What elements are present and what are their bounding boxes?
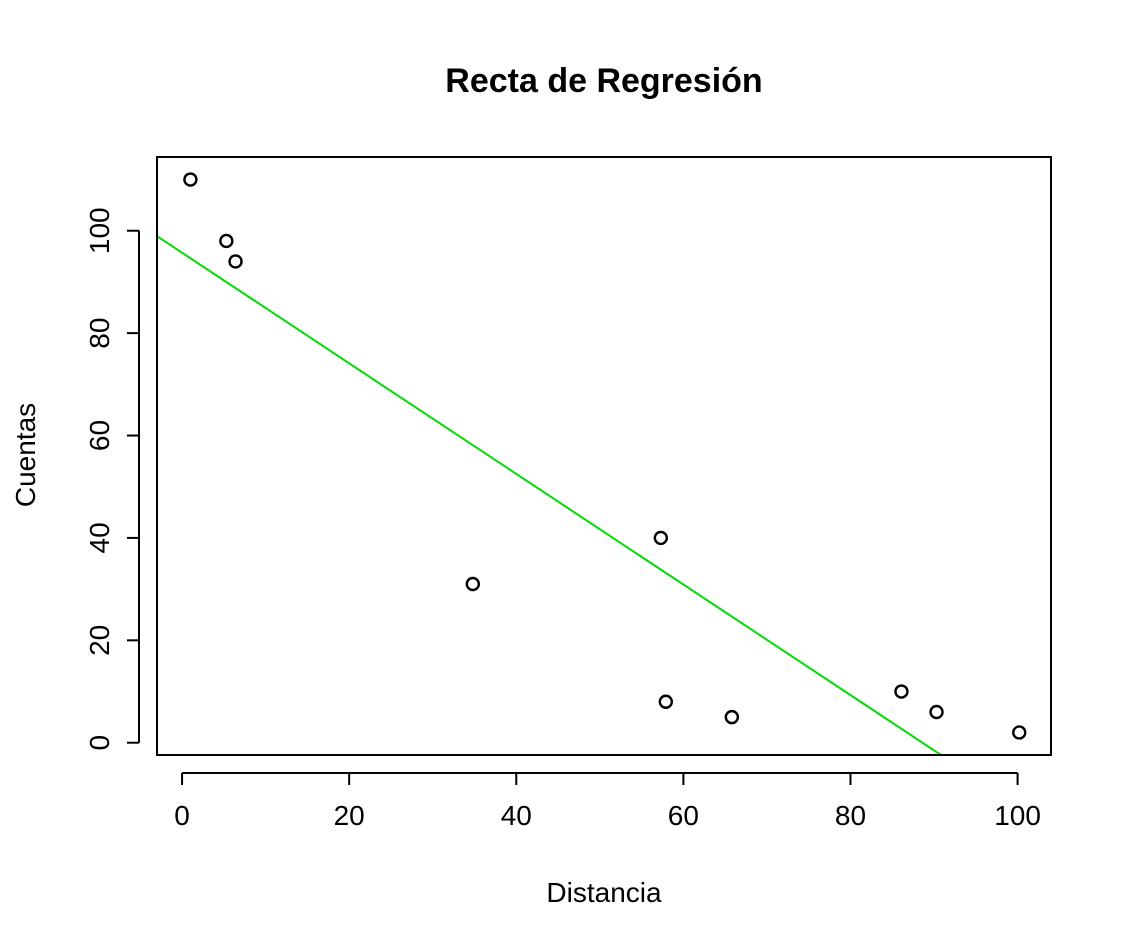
x-axis-label: Distancia [546, 877, 662, 908]
y-axis: 0 20 40 60 80 100 [84, 207, 140, 751]
data-point [465, 576, 481, 592]
data-point [658, 694, 674, 709]
data-point [228, 254, 243, 269]
data-point [724, 709, 740, 725]
data-point [1012, 725, 1027, 740]
y-tick-label: 100 [84, 207, 115, 254]
x-tick-label: 100 [994, 800, 1041, 831]
y-axis-label: Cuentas [10, 403, 41, 507]
regression-line [157, 235, 943, 755]
data-point [894, 684, 909, 699]
y-tick-label: 60 [84, 420, 115, 451]
y-tick-label: 0 [84, 735, 115, 751]
x-axis: 0 20 40 60 80 100 [174, 772, 1041, 831]
data-point [929, 704, 944, 720]
x-tick-label: 60 [668, 800, 699, 831]
data-point [653, 530, 669, 546]
chart-title: Recta de Regresión [445, 62, 762, 100]
y-tick-label: 20 [84, 625, 115, 656]
x-tick-label: 80 [835, 800, 866, 831]
data-point [219, 233, 234, 249]
y-tick-label: 40 [84, 522, 115, 553]
plot-area [157, 235, 943, 755]
x-tick-label: 40 [501, 800, 532, 831]
y-tick-label: 80 [84, 318, 115, 349]
x-tick-label: 0 [174, 800, 190, 831]
plot-frame [156, 156, 1052, 756]
x-tick-label: 20 [334, 800, 365, 831]
data-points [183, 172, 1027, 740]
data-point [183, 172, 198, 187]
